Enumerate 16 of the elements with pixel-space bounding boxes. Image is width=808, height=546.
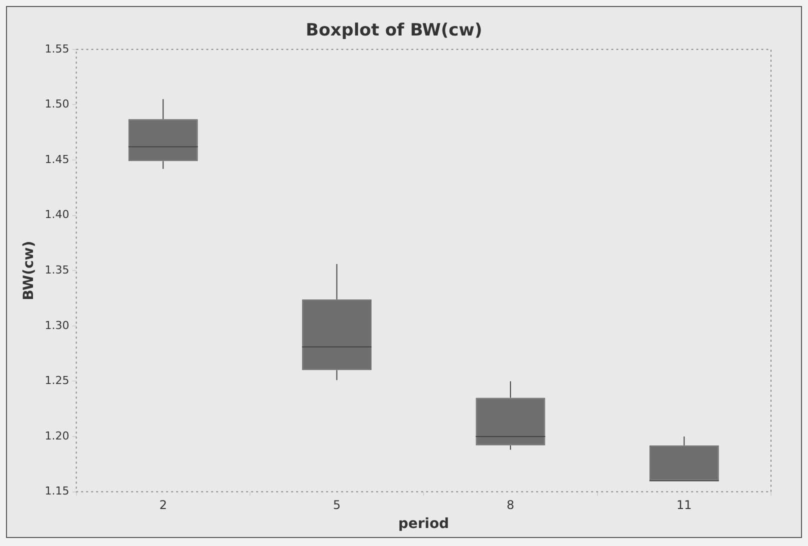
y-axis-title: BW(cw) bbox=[21, 240, 38, 300]
y-tick-label: 1.55 bbox=[44, 42, 70, 56]
chart-title: Boxplot of BW(cw) bbox=[306, 20, 482, 41]
y-tick-label: 1.20 bbox=[44, 429, 70, 442]
x-tick-label: 11 bbox=[676, 498, 692, 512]
x-tick-label: 2 bbox=[159, 498, 167, 512]
x-tick-label: 5 bbox=[332, 498, 341, 512]
y-tick-label: 1.40 bbox=[44, 208, 70, 222]
y-tick-label: 1.45 bbox=[44, 152, 70, 166]
y-tick-label: 1.35 bbox=[44, 263, 70, 276]
y-tick-label: 1.15 bbox=[44, 484, 70, 498]
x-axis-title: period bbox=[398, 516, 450, 532]
y-tick-label: 1.50 bbox=[44, 98, 70, 111]
y-tick-label: 1.25 bbox=[44, 374, 70, 388]
y-tick-label: 1.30 bbox=[44, 318, 70, 332]
x-tick-label: 8 bbox=[506, 498, 514, 512]
